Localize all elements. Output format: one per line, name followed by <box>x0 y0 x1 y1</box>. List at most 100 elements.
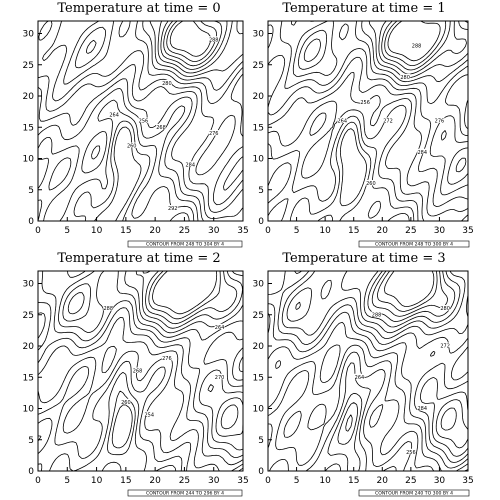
x-tick-label: 30 <box>434 226 446 236</box>
panel-time-1: Temperature at time = 1 0 5 10 15 20 25 30 35 0 5… <box>253 1 474 248</box>
x-tick-label: 20 <box>149 226 161 236</box>
contour-line <box>267 24 469 217</box>
contour-line <box>37 312 244 472</box>
contour-line <box>267 72 469 222</box>
contour-label: 288 <box>412 44 422 50</box>
y-tick-label: 10 <box>23 405 35 415</box>
contour-line <box>145 270 238 325</box>
contour-line <box>37 390 136 456</box>
contour-line <box>371 270 449 317</box>
axis-ticks: 0 5 10 15 20 25 30 35 0 5 10 15 20 25 30 <box>253 280 474 487</box>
contour-line <box>279 20 469 207</box>
contour-label: 280 <box>162 81 172 87</box>
contour-line <box>327 392 363 472</box>
contour-label-bg <box>411 42 422 48</box>
x-tick-label: 35 <box>237 226 248 236</box>
contour-label: 288 <box>372 312 382 318</box>
contour-label: 270 <box>215 375 225 381</box>
contour-line <box>166 20 217 62</box>
y-tick-label: 5 <box>28 436 34 446</box>
contour-label-bg <box>120 398 131 405</box>
x-tick-label: 30 <box>208 226 220 236</box>
contour-label-bg <box>208 130 219 136</box>
contour-label: 264 <box>338 119 348 125</box>
contour-info-box: CONTOUR FROM 248 TO 304 BY 4 <box>127 240 243 248</box>
contour-line <box>281 270 469 457</box>
contour-label: 288 <box>104 306 114 312</box>
contour-line <box>384 270 435 307</box>
contour-label-bg <box>156 123 166 130</box>
contour-label-bg <box>371 311 382 317</box>
panel-time-0: Temperature at time = 0 0 5 10 15 20 25 30 35 0 5… <box>23 1 249 248</box>
contour-line <box>384 20 447 66</box>
contour-line <box>267 112 415 222</box>
contour-labels: 288 280 256 264 272 276 284 260 <box>337 42 445 187</box>
contour-label-bg <box>354 373 365 380</box>
contour-label: 260 <box>121 400 131 406</box>
contour-lines <box>37 270 244 472</box>
contour-line <box>291 20 469 196</box>
x-tick-label: 25 <box>405 476 416 486</box>
y-tick-label: 25 <box>23 311 34 321</box>
contour-lines <box>37 20 244 222</box>
y-tick-label: 0 <box>258 217 264 227</box>
y-tick-label: 20 <box>23 92 35 102</box>
contour-info-box: CONTOUR FROM 248 TO 300 BY 4 <box>358 240 470 248</box>
contour-label-bg <box>440 342 451 348</box>
contour-line <box>267 344 469 472</box>
y-tick-label: 15 <box>23 123 34 133</box>
contour-line <box>163 20 223 67</box>
contour-line <box>62 270 244 437</box>
contour-info: CONTOUR FROM 244 TO 296 BY 4 <box>146 491 224 497</box>
contour-label: 284 <box>418 150 428 156</box>
contour-label: 276 <box>209 131 219 137</box>
plot-frame <box>37 20 244 222</box>
axis-ticks: 0 5 10 15 20 25 30 35 0 5 10 15 20 25 30 <box>253 30 474 237</box>
contour-label: 264 <box>109 112 119 118</box>
y-tick-label: 15 <box>23 373 34 383</box>
plot-frame <box>267 270 469 472</box>
y-tick-label: 20 <box>253 92 265 102</box>
contour-label-bg <box>103 305 114 311</box>
contour-line <box>267 351 413 472</box>
contour-line <box>160 20 228 70</box>
contour-info: CONTOUR FROM 248 TO 300 BY 4 <box>375 242 453 248</box>
y-tick-label: 30 <box>253 280 265 290</box>
x-tick-label: 20 <box>377 226 389 236</box>
contour-label: 276 <box>162 356 172 362</box>
contour-line <box>111 404 133 449</box>
panel-title: Temperature at time = 2 <box>57 251 220 266</box>
x-tick-label: 15 <box>120 226 131 236</box>
contour-line <box>267 100 469 222</box>
contour-lines <box>267 20 469 222</box>
x-tick-label: 10 <box>91 476 103 486</box>
x-tick-label: 25 <box>405 226 416 236</box>
contour-label-bg <box>214 373 225 380</box>
contour-info-box: CONTOUR FROM 240 TO 300 BY 4 <box>358 489 470 497</box>
y-tick-label: 25 <box>253 61 264 71</box>
panel-time-2: Temperature at time = 2 0 5 10 15 20 25 30 35 0 5… <box>23 251 249 497</box>
contour-label-bg <box>126 142 137 148</box>
contour-line <box>295 270 461 431</box>
contour-label-bg <box>405 448 416 455</box>
contour-line <box>337 402 358 445</box>
contour-label: 280 <box>400 75 410 81</box>
contour-label: 276 <box>435 119 445 125</box>
contour-labels: 288 280 272 264 284 256 <box>354 305 451 456</box>
contour-line <box>37 350 244 472</box>
y-tick-label: 0 <box>258 467 264 477</box>
contour-label-bg <box>214 323 225 330</box>
contour-label-bg <box>337 117 348 123</box>
contour-label-bg <box>434 117 445 123</box>
contour-line <box>303 20 469 173</box>
panel-time-3: Temperature at time = 3 0 5 10 15 20 25 30 35 0 5… <box>253 251 474 497</box>
contour-label: 284 <box>186 162 196 168</box>
axis-ticks: 0 5 10 15 20 25 30 35 0 5 10 15 20 25 30 <box>23 280 249 487</box>
contour-line <box>298 20 469 185</box>
contour-line <box>63 20 244 206</box>
contour-info: CONTOUR FROM 248 TO 304 BY 4 <box>146 242 224 248</box>
contour-label-bg <box>400 73 411 80</box>
plot-frame <box>37 270 244 472</box>
y-tick-label: 5 <box>258 436 264 446</box>
